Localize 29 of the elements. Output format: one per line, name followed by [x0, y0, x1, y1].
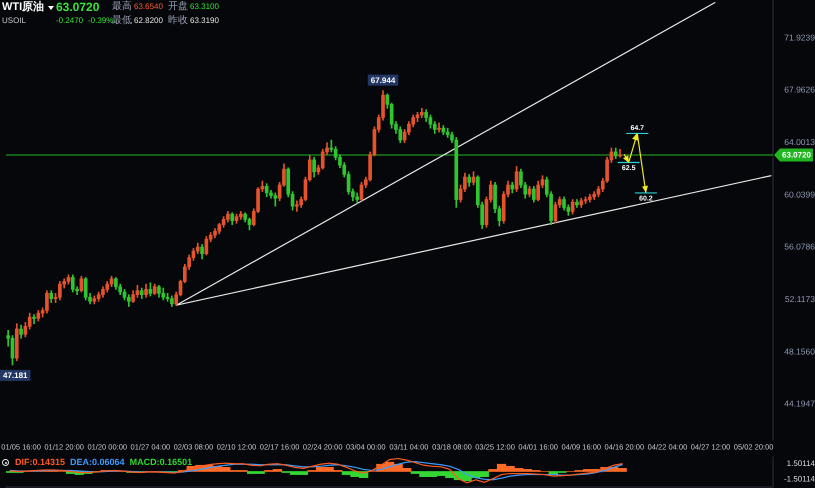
annotation: 63.6540 — [134, 2, 163, 12]
y-tick-label: 60.0399 — [784, 189, 815, 200]
y-tick-label: -1.50114 — [784, 474, 815, 484]
y-tick-label: 67.9626 — [784, 84, 815, 95]
series-label: MACD:0.16501 — [130, 457, 192, 467]
annotation: 最高 — [112, 1, 132, 12]
ref-line-label: 63.0720 — [782, 150, 812, 160]
y-tick-label: 48.1560 — [784, 346, 815, 356]
annotation: -0.39% — [88, 16, 114, 26]
annotation: 最低 — [112, 15, 132, 26]
y-tick-label: 44.1947 — [784, 398, 815, 409]
annotation: 62.8200 — [134, 16, 163, 26]
series-label: DIF:0.14315 — [15, 457, 66, 467]
annotation: -0.2470 — [56, 16, 84, 26]
annotation: 昨收 — [168, 15, 188, 26]
y-tick-label: 1.50114 — [786, 458, 815, 468]
annotation: 63.3100 — [190, 2, 219, 12]
text: 67.944 — [370, 76, 396, 85]
series-label: DEA:0.06064 — [70, 457, 125, 467]
annotation: 63.0720 — [56, 0, 100, 14]
annotation: 开盘 — [168, 1, 188, 12]
y-tick-label: 52.1173 — [784, 294, 815, 304]
y-tick-label: 71.9239 — [784, 32, 815, 42]
text: USOIL — [2, 16, 26, 26]
annotation: 63.3190 — [190, 16, 219, 26]
y-tick-label: 56.0786 — [784, 242, 815, 252]
y-tick-label: 64.0013 — [784, 137, 815, 148]
text: 47.181 — [3, 371, 28, 380]
chart-title: WTI原油 — [2, 1, 44, 14]
